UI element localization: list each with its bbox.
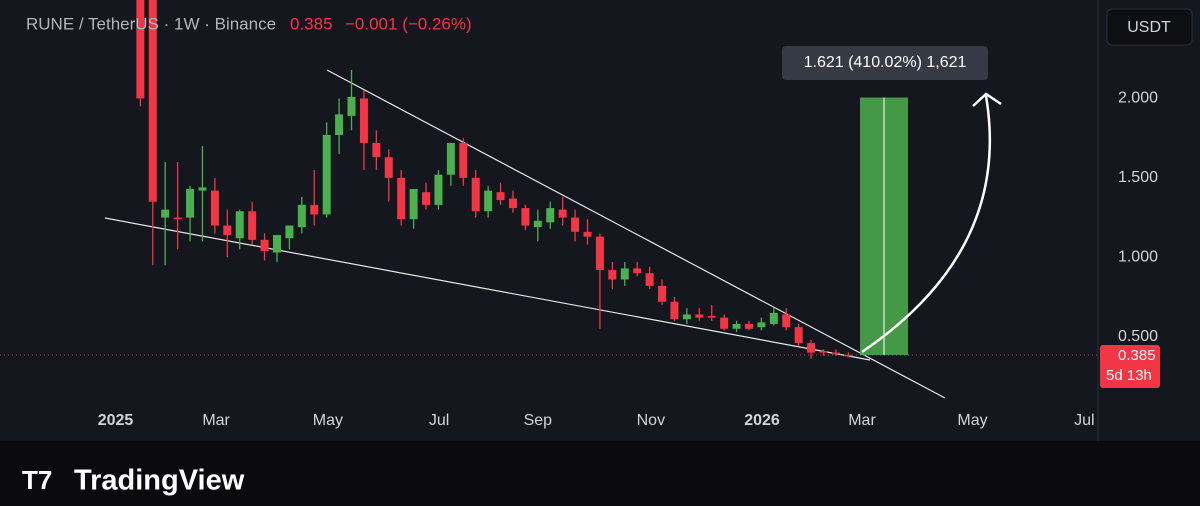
- candle-body: [260, 239, 269, 251]
- last-price-box: [1100, 344, 1160, 388]
- candle-body: [521, 208, 530, 226]
- candle-body: [831, 352, 840, 355]
- candle-body: [235, 211, 244, 239]
- currency-label[interactable]: USDT: [1127, 19, 1171, 36]
- candle-body: [335, 114, 344, 135]
- candle-body: [136, 0, 145, 99]
- candle-body: [744, 324, 753, 329]
- brand-name: TradingView: [74, 465, 245, 497]
- y-tick-label: 1.500: [1118, 169, 1158, 186]
- candle-body: [782, 314, 791, 328]
- candle-body: [434, 174, 443, 205]
- projection-label-box: [782, 46, 988, 80]
- x-tick-label: 2025: [98, 412, 134, 429]
- header-change: −0.001 (−0.26%): [345, 14, 472, 33]
- candle-body: [409, 189, 418, 220]
- candle-body: [459, 142, 468, 178]
- candle-body: [359, 98, 368, 143]
- candle-body: [471, 177, 480, 212]
- x-tick-label: May: [313, 412, 343, 429]
- candle-body: [633, 268, 642, 274]
- candle-body: [807, 343, 816, 353]
- candle-body: [397, 177, 406, 220]
- candle-body: [148, 0, 157, 202]
- upper-trendline: [326, 69, 946, 399]
- candle-body: [769, 312, 778, 324]
- chart-panel: [0, 0, 1200, 441]
- candle-body: [285, 225, 294, 239]
- candle-body: [608, 270, 617, 280]
- candle-body: [272, 235, 281, 253]
- candle-body: [558, 209, 567, 218]
- x-tick-label: Mar: [848, 412, 876, 429]
- y-tick-label: 1.000: [1118, 249, 1158, 266]
- candle-body: [583, 231, 592, 237]
- candle-body: [422, 192, 431, 205]
- candle-body: [571, 217, 580, 232]
- candle-body: [484, 190, 493, 212]
- x-tick-label: Jul: [429, 412, 449, 429]
- candle-body: [322, 135, 331, 215]
- x-tick-label: Mar: [202, 412, 230, 429]
- x-tick-label: Sep: [524, 412, 553, 429]
- candle-body: [844, 354, 853, 357]
- candle-body: [670, 301, 679, 320]
- projection-label: 1.621 (410.02%) 1,621: [804, 54, 967, 71]
- currency-button[interactable]: [1106, 8, 1193, 46]
- candle-body: [645, 273, 654, 286]
- x-tick-label: May: [957, 412, 987, 429]
- candle-body: [658, 285, 667, 302]
- arrow-head: [972, 92, 1002, 107]
- candle-body: [695, 314, 704, 318]
- x-tick-label: Jul: [1074, 412, 1094, 429]
- projection-arrow: [861, 95, 992, 354]
- brand-logo: T7: [22, 465, 52, 495]
- candle-body: [347, 96, 356, 116]
- candle-body: [794, 327, 803, 344]
- header-price: 0.385: [290, 14, 333, 33]
- candle-body: [210, 190, 219, 226]
- candle-body: [198, 187, 207, 191]
- countdown-label: 5d 13h: [1106, 367, 1152, 384]
- candle-body: [508, 198, 517, 209]
- candle-body: [620, 268, 629, 280]
- x-tick-label: Nov: [637, 412, 665, 429]
- candle-body: [720, 317, 729, 329]
- candle-body: [496, 192, 505, 201]
- last-price-label: 0.385: [1118, 347, 1156, 364]
- x-tick-label: 2026: [744, 412, 780, 429]
- candle-body: [372, 142, 381, 158]
- y-tick-label: 0.500: [1118, 328, 1158, 345]
- y-tick-label: 2.000: [1118, 90, 1158, 107]
- candle-body: [186, 189, 195, 218]
- symbol-info: RUNE / TetherUS · 1W · Binance: [26, 14, 276, 33]
- candle-body: [223, 225, 232, 236]
- candle-body: [595, 236, 604, 270]
- candle-body: [819, 351, 828, 353]
- candle-body: [446, 142, 455, 175]
- candle-body: [297, 204, 306, 228]
- candle-body: [384, 157, 393, 178]
- candle-body: [682, 314, 691, 320]
- candle-body: [757, 322, 766, 328]
- candle-body: [248, 211, 257, 240]
- candle-body: [173, 217, 182, 220]
- candle-body: [732, 324, 741, 329]
- candle-body: [161, 209, 170, 218]
- candle-body: [533, 220, 542, 228]
- candle-body: [707, 316, 716, 318]
- lower-trendline: [104, 217, 871, 361]
- candle-body: [546, 208, 555, 223]
- candle-body: [310, 204, 319, 215]
